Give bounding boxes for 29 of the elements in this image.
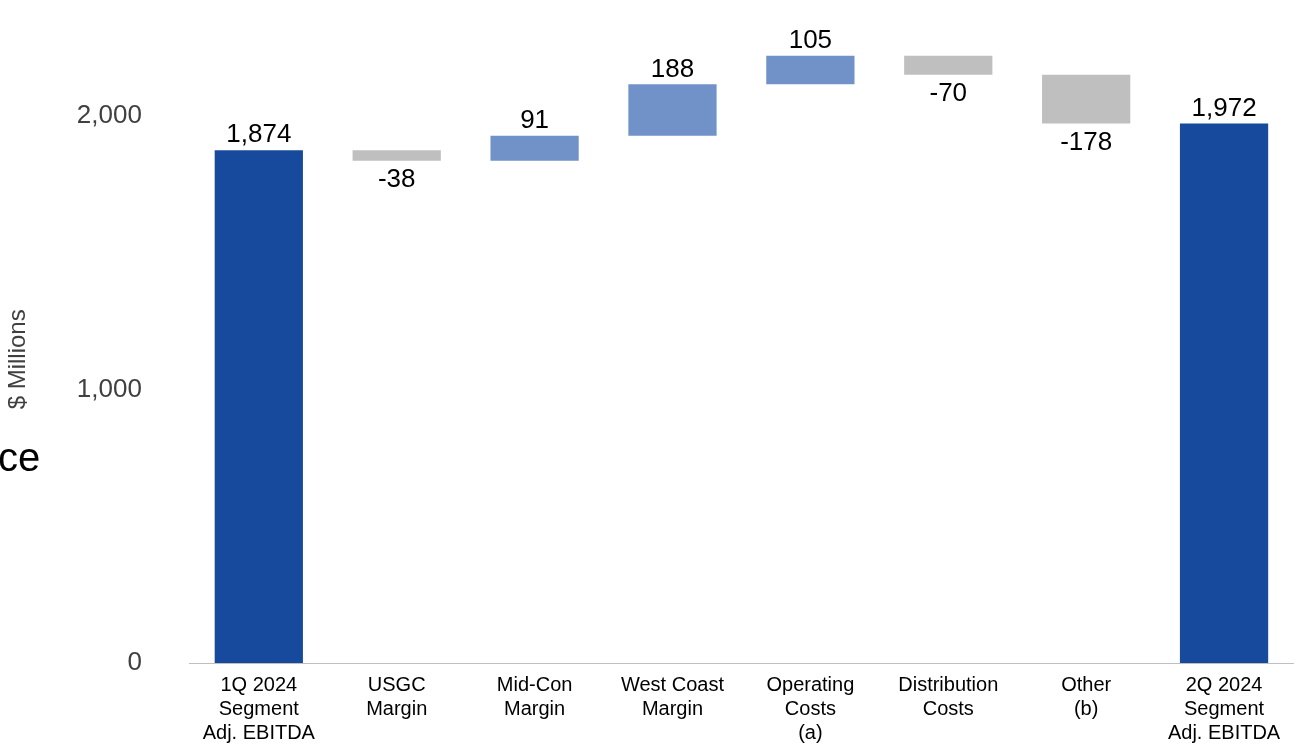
data-label: -38 [377, 162, 416, 193]
x-tick-label: Other (b) [1061, 672, 1112, 719]
x-tick-label: Distribution Costs [898, 672, 999, 719]
data-label: 1,972 [1191, 91, 1257, 122]
data-label: 188 [650, 52, 695, 83]
text: ce [0, 435, 41, 480]
bar [214, 150, 303, 663]
x-tick-label: USGC Margin [366, 672, 428, 719]
y-axis-title: $ Millions [3, 309, 31, 410]
x-tick-label: Operating Costs (a) [766, 672, 855, 743]
data-label: -178 [1060, 125, 1113, 156]
x-tick-label: 1Q 2024 Segment Adj. EBITDA [202, 672, 316, 743]
bar [490, 135, 579, 161]
data-label: 105 [788, 23, 833, 54]
bar [904, 55, 993, 75]
y-tick-label: 0 [127, 646, 142, 677]
bar [1179, 123, 1269, 663]
y-tick-label: 2,000 [76, 98, 142, 129]
data-label: -70 [929, 76, 968, 107]
x-tick-label: West Coast Margin [620, 672, 725, 719]
data-label: 91 [520, 103, 550, 134]
x-tick-label: 2Q 2024 Segment Adj. EBITDA [1167, 672, 1281, 743]
bar [352, 150, 441, 161]
data-label: 1,874 [226, 118, 292, 149]
bar [628, 84, 717, 136]
x-tick-label: Mid-Con Margin [496, 672, 573, 719]
y-tick-label: 1,000 [76, 372, 142, 403]
bar [1042, 74, 1131, 124]
bar [766, 55, 855, 85]
